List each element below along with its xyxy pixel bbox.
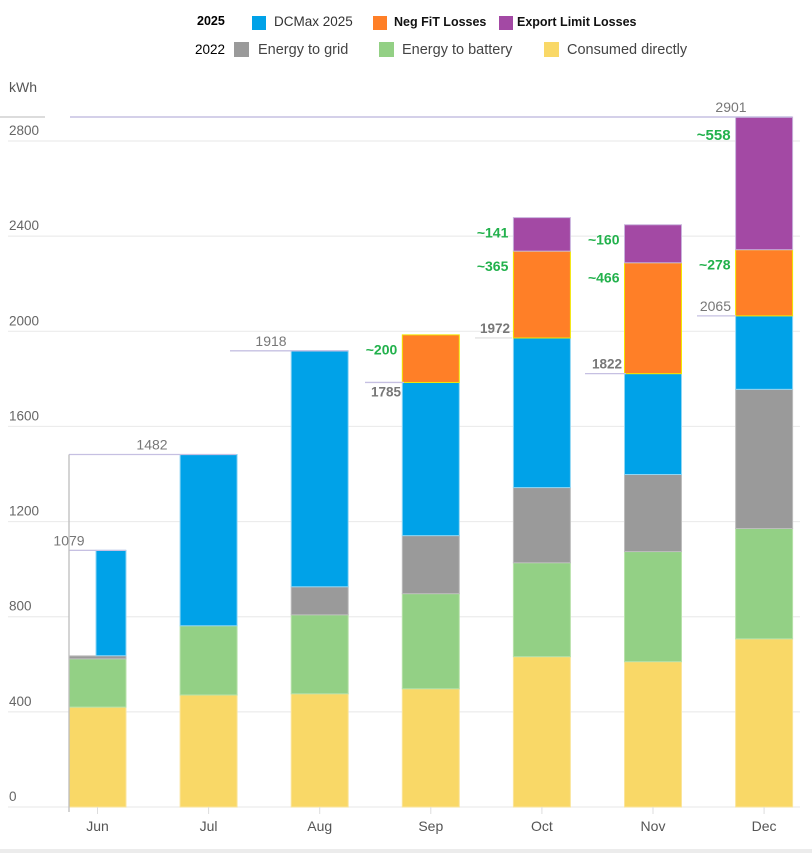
bar-segment-energy-to-battery-oct	[512, 562, 571, 658]
y-tick-label: 0	[9, 789, 17, 804]
legend-swatch-consumed-directly	[544, 42, 559, 57]
y-tick-label: 1200	[9, 504, 39, 519]
x-tick-label: Aug	[307, 818, 332, 834]
bars	[68, 116, 794, 808]
legend-label-energy-to-battery: Energy to battery	[402, 42, 513, 58]
loss-label: ~200	[366, 342, 398, 358]
y-tick-label: 2800	[9, 123, 39, 138]
total-label: 1482	[136, 437, 167, 453]
peak-label: 2901	[715, 99, 746, 115]
y-tick-label: 2400	[9, 218, 39, 233]
legend-label-dcmax-2025: DCMax 2025	[274, 14, 353, 29]
bar-outline-jun	[68, 549, 97, 657]
legend-year-2025: 2025	[197, 14, 225, 28]
bar-segment-consumed-directly-jul	[179, 694, 238, 808]
legend-label-consumed-directly: Consumed directly	[567, 42, 688, 58]
loss-label: ~160	[588, 231, 620, 247]
bar-segment-neg-fit-losses-sep	[401, 334, 460, 383]
bar-segment-energy-to-grid-oct	[512, 487, 571, 564]
loss-label: ~558	[697, 127, 731, 144]
legend-swatch-dcmax-2025	[252, 16, 266, 30]
total-label: 1918	[255, 333, 286, 349]
bar-segment-consumed-directly-sep	[401, 688, 460, 808]
legend-label-energy-to-grid: Energy to grid	[258, 42, 349, 58]
y-tick-label: 400	[9, 694, 32, 709]
bar-segment-energy-to-battery-dec	[735, 527, 794, 640]
bar-segment-energy-to-grid-aug	[290, 586, 349, 616]
axes: 0 400 800 1200 1600 2000 2400 2800 Jun Jul Aug Sep O…	[9, 123, 777, 834]
bar-segment-energy-to-grid-sep	[401, 535, 460, 595]
bar-segment-energy-to-grid-nov	[624, 473, 682, 553]
bar-segment-dcmax-2025-jul	[179, 454, 238, 627]
bar-segment-export-limit-losses-oct	[512, 217, 571, 252]
total-label: 2065	[700, 298, 731, 314]
legend-label-export-limit-losses: Export Limit Losses	[517, 15, 637, 29]
bar-segment-consumed-directly-oct	[512, 656, 571, 808]
bar-segment-energy-to-battery-jun	[68, 658, 127, 708]
x-tick-label: Oct	[531, 818, 553, 834]
legend-swatch-export-limit-losses	[499, 16, 513, 30]
annotations: 10791482191817851972182220652901~200~141…	[0, 99, 792, 812]
bar-segment-energy-to-grid-dec	[735, 388, 794, 529]
total-label: 1972	[480, 321, 510, 336]
bar-segment-energy-to-battery-jul	[179, 625, 238, 696]
bar-segment-dcmax-2025-sep	[401, 381, 460, 537]
legend-swatch-energy-to-grid	[234, 42, 249, 57]
bar-segment-export-limit-losses-nov	[624, 224, 682, 264]
x-tick-label: Jun	[86, 818, 109, 834]
legend-year-2022: 2022	[195, 42, 226, 57]
bar-segment-consumed-directly-nov	[624, 661, 682, 808]
bar-segment-neg-fit-losses-dec	[735, 249, 794, 317]
loss-label: ~278	[699, 256, 731, 272]
x-tick-label: Nov	[641, 818, 666, 834]
bar-segment-dcmax-2025-jun	[95, 549, 127, 657]
legend-swatch-energy-to-battery	[379, 42, 394, 57]
bar-segment-dcmax-2025-dec	[735, 315, 794, 390]
total-label: 1785	[371, 384, 402, 399]
bar-segment-energy-to-battery-sep	[401, 593, 460, 690]
legend-label-neg-fit-losses: Neg FiT Losses	[394, 15, 487, 29]
y-tick-label: 1600	[9, 408, 39, 423]
bar-segment-consumed-directly-aug	[290, 693, 349, 808]
bar-segment-export-limit-losses-dec	[735, 116, 794, 251]
bar-segment-consumed-directly-dec	[735, 638, 794, 808]
bar-segment-energy-to-battery-aug	[290, 614, 349, 695]
x-tick-label: Jul	[200, 818, 218, 834]
y-tick-label: 800	[9, 599, 32, 614]
legend-swatch-neg-fit-losses	[373, 16, 387, 30]
bottom-divider	[0, 849, 812, 853]
y-tick-label: 2000	[9, 313, 39, 328]
total-label: 1822	[592, 357, 622, 372]
bar-segment-dcmax-2025-nov	[624, 373, 682, 475]
y-axis-label: kWh	[9, 79, 37, 95]
x-tick-label: Sep	[418, 818, 443, 834]
bar-segment-dcmax-2025-oct	[512, 337, 571, 489]
bar-segment-consumed-directly-jun	[68, 706, 127, 808]
bar-segment-neg-fit-losses-nov	[624, 262, 682, 375]
loss-label: ~141	[477, 224, 509, 240]
bar-segment-neg-fit-losses-oct	[512, 250, 571, 339]
bar-segment-dcmax-2025-aug	[290, 350, 349, 588]
loss-label: ~365	[477, 258, 509, 274]
loss-label: ~466	[588, 270, 620, 286]
bar-segment-energy-to-battery-nov	[624, 551, 682, 663]
x-tick-label: Dec	[752, 818, 777, 834]
